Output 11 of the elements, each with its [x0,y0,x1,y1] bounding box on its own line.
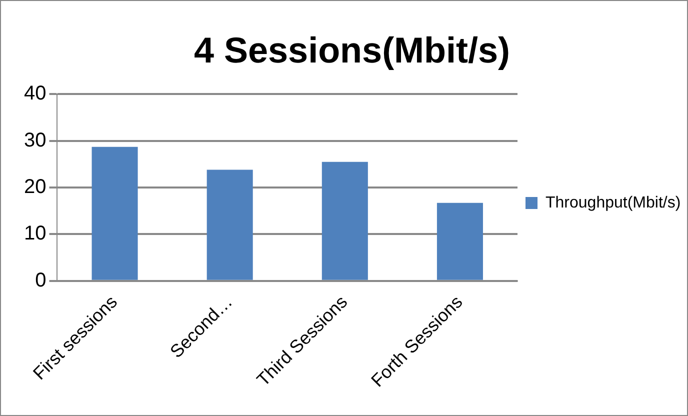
legend-label: Throughput(Mbit/s) [546,194,681,212]
bar [322,162,368,280]
y-tick-label: 10 [24,222,46,245]
bar [436,202,483,280]
bar [92,146,138,280]
y-tick-label: 30 [24,129,46,152]
chart-title: 4 Sessions(Mbit/s) [194,30,510,71]
y-tick-label: 20 [24,176,46,198]
y-tick-label: 40 [24,82,46,105]
y-tick-label: 0 [35,269,46,292]
bar [206,170,253,280]
